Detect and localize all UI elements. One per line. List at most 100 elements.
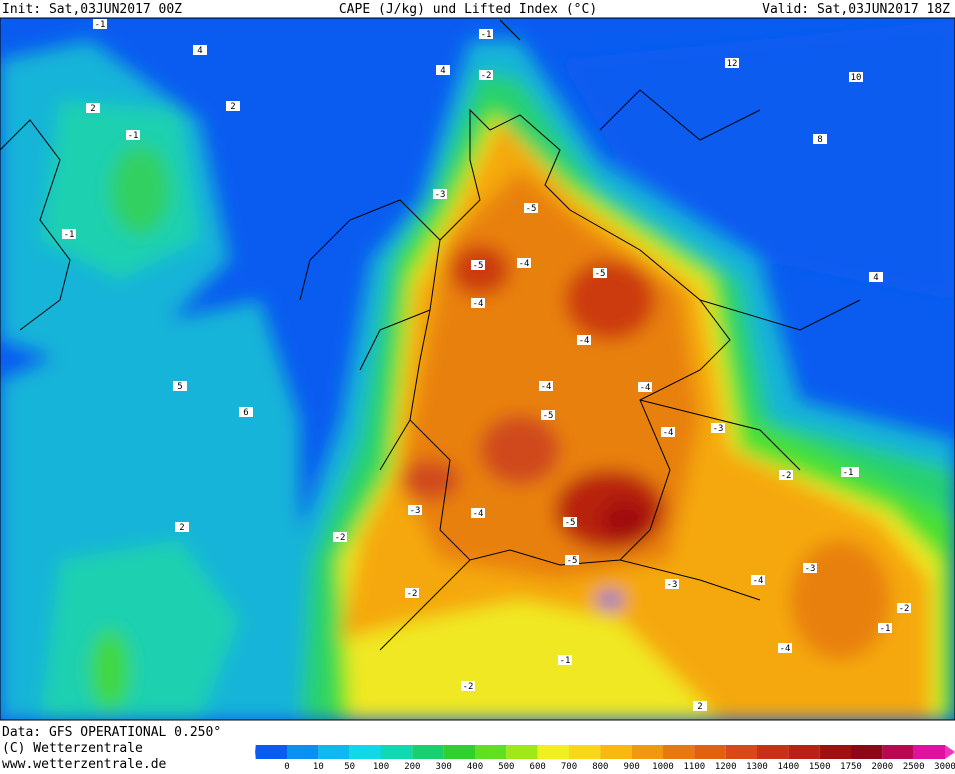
colorbar-label: 1000 <box>652 762 674 770</box>
colorbar-label: 200 <box>404 762 420 770</box>
contour-label-box <box>751 575 765 585</box>
colorbar-segment <box>819 745 851 759</box>
colorbar-label: 50 <box>344 762 355 770</box>
colorbar-segment <box>537 745 569 759</box>
contour-label-box <box>539 381 553 391</box>
colorbar-label: 10 <box>313 762 324 770</box>
contour-label-box <box>778 643 792 653</box>
contour-label: -2 <box>481 71 492 81</box>
colorbar-arrow-right <box>945 745 955 759</box>
colorbar: 0 10 50 100 200 300 400 500 600 700 800 900 1000 1100… <box>255 745 955 772</box>
contour-label-box <box>711 423 725 433</box>
contour-label: -4 <box>541 382 552 392</box>
colorbar-segment <box>913 745 945 759</box>
contour-label: -2 <box>899 604 910 614</box>
contour-label-box <box>577 335 591 345</box>
contour-label-box <box>563 517 577 527</box>
contour-label: -4 <box>663 428 674 438</box>
colorbar-label: 1300 <box>746 762 768 770</box>
contour-label-box <box>333 532 347 542</box>
contour-label: -5 <box>567 556 578 566</box>
cape-field <box>0 20 955 720</box>
contour-labels: -1 4 4 -1 -2 -1 2 2 -1 -3 -5 -5 -4 -5 -4 -4 -4 -5 -4 -4 -3 -4… <box>62 19 911 712</box>
contour-label: 6 <box>243 408 248 418</box>
contour-label: -3 <box>805 564 816 574</box>
contour-label-box <box>841 467 855 477</box>
contour-label: 2 <box>179 523 184 533</box>
contour-label-box <box>849 72 863 82</box>
contour-label: -3 <box>410 506 421 516</box>
contour-label-box <box>471 508 485 518</box>
colorbar-segment <box>725 745 757 759</box>
data-source: Data: GFS OPERATIONAL 0.250° <box>2 725 221 740</box>
contour-label-box <box>461 681 475 691</box>
colorbar-segment <box>443 745 475 759</box>
copyright: (C) Wetterzentrale <box>2 741 143 756</box>
contour-label-box <box>541 410 555 420</box>
website: www.wetterzentrale.de <box>2 757 167 770</box>
contour-label: -2 <box>407 589 418 599</box>
colorbar-label: 3000 <box>934 762 955 770</box>
contour-label: -1 <box>64 230 75 240</box>
colorbar-arrow-left <box>255 745 256 759</box>
contour-label: -5 <box>595 269 606 279</box>
germany-border <box>409 108 731 566</box>
contour-label: 5 <box>177 382 182 392</box>
contour-label: 12 <box>727 59 738 69</box>
contour-label-box <box>226 101 240 111</box>
contour-label: -2 <box>335 533 346 543</box>
contour-label: -3 <box>713 424 724 434</box>
contour-label-box <box>517 258 531 268</box>
colorbar-label: 400 <box>467 762 483 770</box>
contour-label-box <box>878 623 892 633</box>
contour-label-box <box>471 260 485 270</box>
contour-label-box <box>558 655 572 665</box>
contour-label-box <box>813 134 827 144</box>
colorbar-label: 1400 <box>777 762 799 770</box>
contour-label: 2 <box>230 102 235 112</box>
colorbar-segment <box>851 745 883 759</box>
contour-label: -2 <box>463 682 474 692</box>
contour-label-box <box>433 189 447 199</box>
contour-label-box <box>471 298 485 308</box>
contour-label-box <box>524 203 538 213</box>
contour-label: -4 <box>473 509 484 519</box>
colorbar-segment <box>569 745 601 759</box>
contour-label: -4 <box>640 383 651 393</box>
colorbar-segment <box>349 745 381 759</box>
colorbar-label: 2500 <box>903 762 925 770</box>
contour-label-box <box>86 103 100 113</box>
colorbar-label: 900 <box>624 762 640 770</box>
contour-label-box <box>193 45 207 55</box>
contour-label-box <box>239 407 253 417</box>
contour-label: -5 <box>526 204 537 214</box>
colorbar-segment <box>600 745 632 759</box>
contour-label: 10 <box>851 73 862 83</box>
contour-label-box <box>693 701 707 711</box>
contour-label-box <box>405 588 419 598</box>
contour-label-box <box>479 70 493 80</box>
map-title: CAPE (J/kg) und Lifted Index (°C) <box>339 2 597 17</box>
contour-label-box <box>565 555 579 565</box>
contour-label-box <box>175 522 189 532</box>
contour-label: 8 <box>817 135 822 145</box>
map: -1 4 4 -1 -2 -1 2 2 -1 -3 -5 -5 -4 -5 -4 -4 -4 -5 -4 -4 -3 -4… <box>0 18 955 720</box>
init-time: Init: Sat,03JUN2017 00Z <box>2 2 182 17</box>
contour-label: -3 <box>435 190 446 200</box>
colorbar-label: 1500 <box>809 762 831 770</box>
colorbar-label: 1750 <box>840 762 862 770</box>
colorbar-label: 2000 <box>871 762 893 770</box>
colorbar-segment <box>255 745 287 759</box>
map-frame <box>0 17 955 721</box>
colorbar-segment <box>506 745 538 759</box>
contour-label: -4 <box>579 336 590 346</box>
contour-label: -1 <box>843 468 854 478</box>
contour-label: -1 <box>560 656 571 666</box>
colorbar-segment <box>694 745 726 759</box>
borders <box>0 19 861 651</box>
colorbar-label: 1200 <box>715 762 737 770</box>
contour-label-box <box>638 382 652 392</box>
colorbar-label: 600 <box>530 762 546 770</box>
colorbar-segment <box>788 745 820 759</box>
